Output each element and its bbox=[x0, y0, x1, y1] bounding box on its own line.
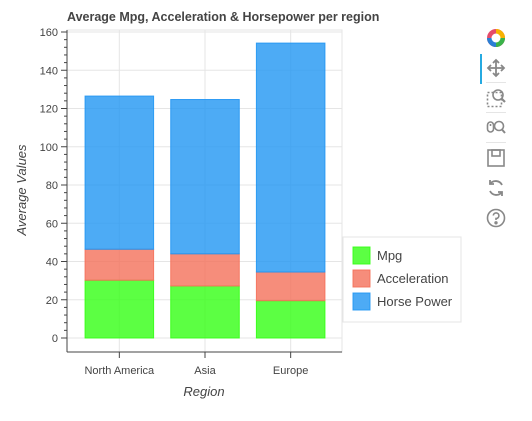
reset-icon[interactable] bbox=[484, 176, 508, 200]
y-tick-label: 160 bbox=[40, 27, 58, 39]
y-tick-label: 20 bbox=[46, 295, 58, 307]
bokeh-logo-icon[interactable] bbox=[484, 26, 508, 50]
y-tick-label: 0 bbox=[52, 333, 58, 345]
bars bbox=[84, 42, 326, 339]
legend-label: Horse Power bbox=[377, 294, 453, 309]
y-axis-label: Average Values bbox=[14, 144, 29, 237]
y-tick-label: 60 bbox=[46, 218, 58, 230]
help-icon[interactable] bbox=[484, 206, 508, 230]
bar-mpg-asia bbox=[170, 285, 240, 339]
legend: Mpg Acceleration Horse Power bbox=[342, 236, 462, 323]
axes: 0 20 40 60 80 100 120 140 160 North America Asia Eu… bbox=[40, 27, 342, 377]
chart-title: Average Mpg, Acceleration & Horsepower p… bbox=[67, 10, 379, 24]
pan-icon[interactable] bbox=[484, 56, 508, 80]
x-axis-label: Region bbox=[183, 384, 224, 399]
legend-swatch-horse-power bbox=[352, 292, 371, 311]
bar-mpg-europe bbox=[255, 300, 326, 339]
y-tick-label: 100 bbox=[40, 142, 58, 154]
bar-horse-power-north-america bbox=[84, 95, 155, 250]
legend-label: Acceleration bbox=[377, 271, 449, 286]
save-icon[interactable] bbox=[484, 146, 508, 170]
legend-swatch-mpg bbox=[352, 246, 371, 265]
x-tick-label: North America bbox=[84, 365, 155, 377]
bar-horse-power-asia bbox=[170, 99, 240, 255]
wheel-zoom-icon[interactable] bbox=[484, 116, 508, 140]
y-tick-label: 120 bbox=[40, 104, 58, 116]
x-tick-label: Europe bbox=[273, 365, 308, 377]
bar-acceleration-north-america bbox=[84, 248, 155, 281]
y-tick-label: 80 bbox=[46, 180, 58, 192]
active-tool-indicator bbox=[480, 54, 482, 84]
legend-label: Mpg bbox=[377, 248, 402, 263]
box-zoom-icon[interactable] bbox=[484, 86, 508, 110]
legend-swatch-acceleration bbox=[352, 269, 371, 288]
bar-acceleration-asia bbox=[170, 253, 240, 287]
bar-acceleration-europe bbox=[255, 271, 326, 302]
x-tick-label: Asia bbox=[194, 365, 216, 377]
bar-mpg-north-america bbox=[84, 279, 155, 339]
y-tick-label: 40 bbox=[46, 257, 58, 269]
bar-horse-power-europe bbox=[255, 42, 326, 273]
y-tick-label: 140 bbox=[40, 65, 58, 77]
